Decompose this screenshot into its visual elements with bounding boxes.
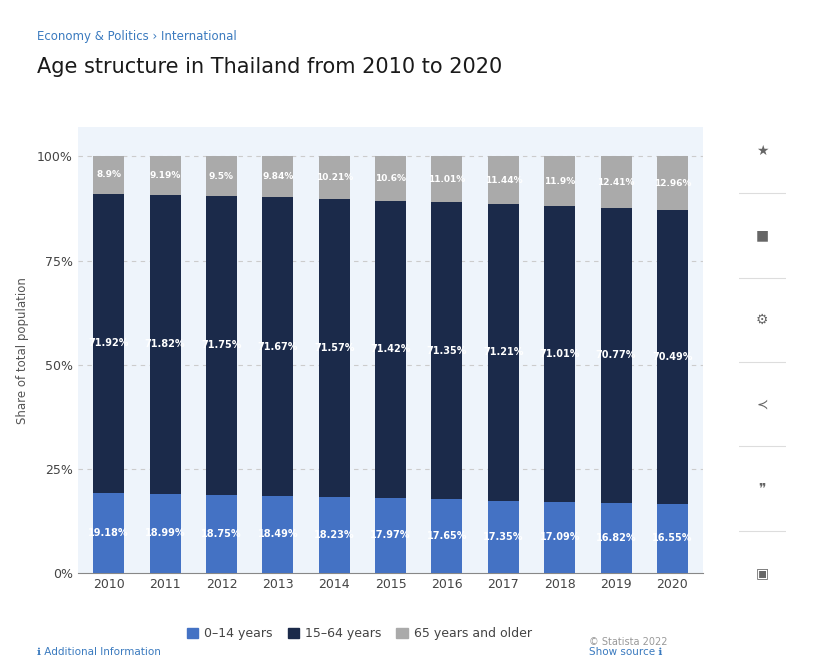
Bar xyxy=(488,500,519,573)
Text: 19.18%: 19.18% xyxy=(88,528,129,538)
Text: 10.6%: 10.6% xyxy=(375,174,406,183)
Bar xyxy=(657,210,688,504)
Text: 17.65%: 17.65% xyxy=(427,531,467,541)
Bar xyxy=(93,194,124,493)
Text: 71.82%: 71.82% xyxy=(145,339,186,349)
Text: 18.75%: 18.75% xyxy=(201,529,242,539)
Text: © Statista 2022: © Statista 2022 xyxy=(589,636,667,647)
Text: 71.21%: 71.21% xyxy=(483,347,524,357)
Bar xyxy=(431,499,462,573)
Bar xyxy=(600,208,631,502)
Bar xyxy=(319,497,350,573)
Bar xyxy=(319,156,350,199)
Bar xyxy=(150,157,181,195)
Text: 18.23%: 18.23% xyxy=(314,530,354,540)
Legend: 0–14 years, 15–64 years, 65 years and older: 0–14 years, 15–64 years, 65 years and ol… xyxy=(187,627,532,640)
Bar xyxy=(263,157,294,198)
Y-axis label: Share of total population: Share of total population xyxy=(16,277,29,423)
Text: 10.21%: 10.21% xyxy=(316,173,353,182)
Bar xyxy=(150,195,181,494)
Text: 12.41%: 12.41% xyxy=(597,178,635,187)
Bar xyxy=(431,202,462,499)
Bar xyxy=(375,498,406,573)
Text: 17.35%: 17.35% xyxy=(483,532,524,542)
Bar xyxy=(600,157,631,208)
Bar xyxy=(263,198,294,496)
Bar xyxy=(600,502,631,573)
Text: 17.97%: 17.97% xyxy=(371,531,411,541)
Bar xyxy=(93,157,124,194)
Bar xyxy=(544,502,575,573)
Bar xyxy=(206,494,237,573)
Text: 8.9%: 8.9% xyxy=(97,170,121,180)
Bar xyxy=(319,199,350,497)
Text: 70.49%: 70.49% xyxy=(652,352,693,362)
Bar xyxy=(206,157,237,196)
Text: 16.55%: 16.55% xyxy=(652,533,693,543)
Bar xyxy=(375,157,406,200)
Text: 11.44%: 11.44% xyxy=(484,176,522,185)
Text: ≺: ≺ xyxy=(757,397,768,411)
Text: 11.9%: 11.9% xyxy=(544,177,575,186)
Text: 71.57%: 71.57% xyxy=(314,343,354,353)
Bar xyxy=(375,200,406,498)
Text: ▣: ▣ xyxy=(756,566,769,580)
Bar xyxy=(488,204,519,500)
Bar xyxy=(657,504,688,573)
Text: ■: ■ xyxy=(756,228,769,242)
Text: 71.01%: 71.01% xyxy=(540,349,580,359)
Text: Show source ℹ: Show source ℹ xyxy=(589,647,663,657)
Text: Economy & Politics › International: Economy & Politics › International xyxy=(37,30,236,43)
Bar xyxy=(488,157,519,204)
Bar xyxy=(150,494,181,573)
Text: 9.19%: 9.19% xyxy=(150,171,181,180)
Text: 9.5%: 9.5% xyxy=(209,172,234,181)
Text: 71.92%: 71.92% xyxy=(88,338,129,348)
Text: 16.82%: 16.82% xyxy=(596,533,636,543)
Text: 71.35%: 71.35% xyxy=(427,346,467,356)
Bar xyxy=(206,196,237,494)
Bar xyxy=(544,157,575,206)
Text: 70.77%: 70.77% xyxy=(596,350,636,360)
Text: 9.84%: 9.84% xyxy=(262,172,294,182)
Bar xyxy=(263,496,294,573)
Text: ⚙: ⚙ xyxy=(756,313,769,327)
Text: ❞: ❞ xyxy=(758,482,766,495)
Text: 18.49%: 18.49% xyxy=(258,529,298,539)
Text: ★: ★ xyxy=(756,144,769,158)
Text: 71.42%: 71.42% xyxy=(371,344,411,354)
Text: 11.01%: 11.01% xyxy=(429,175,465,184)
Bar xyxy=(657,157,688,210)
Text: Age structure in Thailand from 2010 to 2020: Age structure in Thailand from 2010 to 2… xyxy=(37,57,502,77)
Bar xyxy=(544,206,575,502)
Text: 12.96%: 12.96% xyxy=(654,179,691,188)
Bar xyxy=(93,493,124,573)
Text: 18.99%: 18.99% xyxy=(145,529,186,538)
Text: 71.67%: 71.67% xyxy=(258,342,298,352)
Text: ℹ Additional Information: ℹ Additional Information xyxy=(37,647,160,657)
Text: 71.75%: 71.75% xyxy=(201,340,241,350)
Text: 17.09%: 17.09% xyxy=(540,532,580,542)
Bar xyxy=(431,156,462,202)
